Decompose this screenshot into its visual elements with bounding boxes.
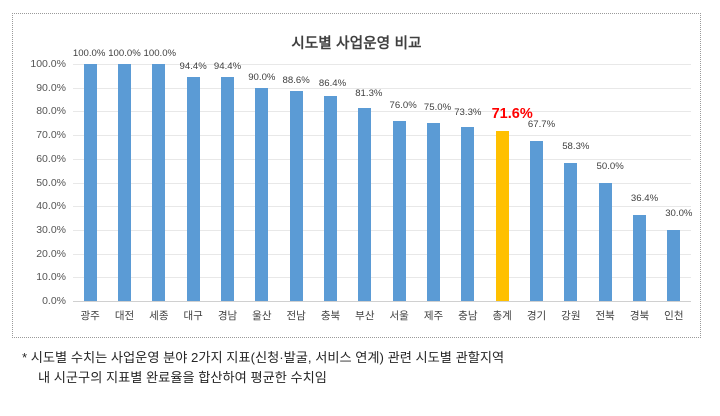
x-axis-tick: 강원 bbox=[561, 310, 581, 322]
bar[interactable] bbox=[633, 214, 646, 301]
gridline bbox=[73, 182, 691, 184]
x-axis-tick: 울산 bbox=[252, 310, 272, 322]
x-axis-tick: 부산 bbox=[355, 310, 375, 322]
bar[interactable] bbox=[427, 123, 440, 301]
bar-data-label: 94.4% bbox=[179, 61, 207, 73]
bar[interactable] bbox=[564, 162, 578, 301]
x-axis-tick: 대전 bbox=[114, 310, 135, 322]
bar[interactable] bbox=[667, 229, 681, 301]
bar-data-label: 76.0% bbox=[389, 99, 417, 111]
bar-data-label: 100.0% bbox=[143, 48, 177, 59]
bar[interactable] bbox=[598, 182, 612, 301]
x-axis-tick: 대구 bbox=[183, 310, 203, 322]
bar-data-label: 67.7% bbox=[527, 118, 556, 130]
bar-data-label: 50.0% bbox=[596, 160, 624, 172]
footnote: * 시도별 수치는 사업운영 분야 2가지 지표(신청·발굴, 서비스 연계) … bbox=[22, 348, 700, 389]
y-axis-tick: 70.0% bbox=[36, 129, 66, 142]
y-axis-tick: 40.0% bbox=[36, 200, 66, 213]
gridline bbox=[73, 229, 691, 231]
bar[interactable] bbox=[358, 108, 372, 301]
gridline bbox=[73, 253, 691, 255]
bar-data-label: 81.3% bbox=[355, 88, 383, 100]
gridline bbox=[73, 206, 691, 208]
y-axis-tick: 30.0% bbox=[36, 223, 66, 236]
bar[interactable] bbox=[152, 64, 166, 301]
x-axis-tick: 서울 bbox=[389, 310, 409, 322]
x-axis-tick: 인천 bbox=[664, 310, 684, 322]
bar-data-label: 36.4% bbox=[630, 192, 659, 204]
bar[interactable] bbox=[186, 77, 200, 301]
bar-data-label: 75.0% bbox=[423, 102, 452, 114]
bar[interactable] bbox=[255, 87, 269, 301]
x-axis-tick: 세종 bbox=[149, 310, 169, 322]
bar[interactable] bbox=[324, 96, 337, 301]
bar[interactable] bbox=[221, 77, 234, 301]
x-axis-tick: 제주 bbox=[423, 310, 444, 322]
gridline bbox=[73, 301, 691, 302]
bar-data-label: 30.0% bbox=[665, 207, 693, 219]
x-axis-tick: 총계 bbox=[492, 310, 512, 322]
plot-area: 100.0% 90.0% 80.0% 70.0% 60.0% 50.0% 40.0% 30.0… bbox=[30, 48, 693, 322]
y-axis-tick: 80.0% bbox=[36, 105, 66, 118]
chart-title: 시도별 사업운영 비교 bbox=[291, 36, 422, 52]
bar-data-label: 88.6% bbox=[282, 75, 310, 87]
bar-data-label-highlighted: 71.6% bbox=[491, 106, 533, 123]
x-axis-tick: 전북 bbox=[595, 310, 615, 322]
x-axis-tick: 광주 bbox=[80, 310, 100, 322]
bar-data-label: 58.3% bbox=[562, 140, 590, 152]
y-axis-tick: 20.0% bbox=[36, 247, 66, 260]
y-axis-tick: 60.0% bbox=[36, 152, 66, 165]
x-axis-tick: 충남 bbox=[458, 310, 478, 322]
y-axis-tick: 10.0% bbox=[36, 271, 66, 284]
gridline bbox=[73, 111, 691, 113]
y-axis-tick: 90.0% bbox=[36, 81, 66, 94]
footnote-line-2: 내 시군구의 지표별 완료율을 합산하여 평균한 수치임 bbox=[38, 370, 327, 386]
x-axis-tick: 경북 bbox=[629, 310, 650, 322]
gridline bbox=[73, 158, 691, 160]
chart-container[interactable]: 시도별 사업운영 비교 100.0% 90.0% 80.0% 70.0% 60.0% 50… bbox=[12, 13, 701, 338]
gridline bbox=[73, 277, 691, 279]
x-axis-tick: 경기 bbox=[526, 310, 547, 322]
bar-highlighted[interactable] bbox=[495, 131, 509, 301]
bar[interactable] bbox=[118, 64, 131, 301]
y-axis-tick: 50.0% bbox=[36, 176, 66, 189]
y-axis-tick: 0.0% bbox=[42, 295, 66, 307]
bar-data-label: 100.0% bbox=[72, 48, 106, 59]
y-axis-tick: 100.0% bbox=[30, 58, 66, 70]
bar[interactable] bbox=[392, 120, 406, 301]
bar[interactable] bbox=[289, 91, 303, 301]
bar-data-label: 86.4% bbox=[318, 78, 347, 90]
footnote-line-1: * 시도별 수치는 사업운영 분야 2가지 지표(신청·발굴, 서비스 연계) … bbox=[22, 350, 505, 365]
x-axis-tick: 경남 bbox=[217, 310, 238, 322]
x-axis-tick: 전남 bbox=[286, 310, 306, 322]
bar[interactable] bbox=[530, 140, 543, 301]
bar-data-label: 90.0% bbox=[248, 71, 276, 83]
x-axis-tick: 충북 bbox=[320, 310, 341, 322]
bar[interactable] bbox=[461, 127, 475, 301]
bar-data-label: 94.4% bbox=[213, 61, 242, 73]
gridline bbox=[73, 135, 691, 137]
gridline bbox=[73, 64, 691, 65]
bar-data-label: 100.0% bbox=[108, 48, 141, 59]
bar[interactable] bbox=[83, 64, 97, 301]
gridline bbox=[73, 87, 691, 89]
bar-data-label: 73.3% bbox=[454, 107, 482, 119]
